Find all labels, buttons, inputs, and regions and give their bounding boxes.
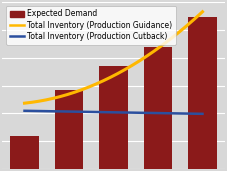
Bar bbox=[54, 90, 84, 169]
Bar bbox=[188, 17, 217, 169]
Bar bbox=[143, 47, 173, 169]
Bar bbox=[10, 136, 39, 169]
Legend: Expected Demand, Total Inventory (Production Guidance), Total Inventory (Product: Expected Demand, Total Inventory (Produc… bbox=[6, 5, 176, 45]
Bar bbox=[99, 66, 128, 169]
